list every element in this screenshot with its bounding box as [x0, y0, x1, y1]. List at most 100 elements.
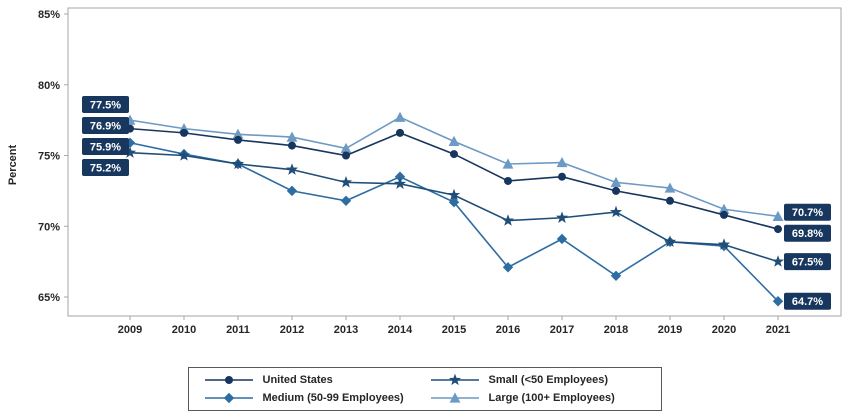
series-large-100-employees-: [124, 111, 784, 221]
marker-star: [177, 149, 191, 161]
marker-triangle: [610, 176, 622, 187]
marker-circle: [342, 151, 350, 160]
x-tick-label: 2009: [118, 324, 142, 336]
y-tick-label: 70%: [38, 221, 60, 233]
legend-label: United States: [262, 374, 333, 386]
x-tick-label: 2017: [550, 324, 574, 336]
endpoint-label-box: [82, 117, 129, 135]
marker-star: [393, 177, 407, 189]
marker-triangle: [772, 210, 784, 221]
marker-circle: [224, 376, 233, 384]
x-tick-label: 2012: [280, 324, 304, 336]
y-tick-label: 80%: [38, 80, 60, 92]
marker-diamond: [394, 171, 406, 182]
marker-triangle: [718, 203, 730, 214]
marker-star: [123, 146, 137, 158]
x-tick-label: 2015: [442, 324, 466, 336]
endpoint-label-box: [784, 292, 831, 310]
marker-diamond: [610, 270, 622, 281]
marker-circle: [612, 186, 620, 195]
marker-star: [663, 235, 677, 247]
marker-circle: [558, 172, 566, 181]
y-tick-label: 75%: [38, 151, 60, 163]
endpoint-label-box: [784, 203, 831, 221]
marker-star: [231, 157, 245, 170]
marker-diamond: [448, 196, 460, 208]
marker-circle: [504, 176, 512, 185]
marker-circle: [774, 225, 782, 234]
marker-triangle: [286, 131, 298, 142]
legend-marker-star-icon: [430, 373, 479, 386]
marker-circle: [720, 210, 728, 219]
marker-star: [339, 175, 353, 188]
legend-item-large-100-employees-: Large (100+ Employees): [429, 391, 647, 405]
endpoint-label: 77.5%: [90, 100, 121, 112]
marker-star: [771, 255, 785, 267]
marker-star: [501, 214, 515, 226]
marker-circle: [396, 128, 404, 137]
marker-triangle: [340, 142, 352, 154]
marker-circle: [234, 135, 242, 144]
legend-marker-circle-icon: [204, 376, 253, 384]
legend-label: Medium (50-99 Employees): [262, 392, 404, 404]
line-chart: Percent 65% 70% 75% 80% 85% 2009 2010 2011 2012…: [7, 7, 842, 336]
endpoint-label: 75.2%: [90, 163, 121, 175]
marker-triangle: [232, 128, 244, 139]
marker-star: [555, 211, 569, 223]
marker-star: [447, 188, 461, 201]
marker-diamond: [286, 185, 298, 197]
marker-star: [448, 373, 461, 386]
marker-star: [609, 205, 623, 218]
x-tick-label: 2020: [712, 324, 736, 336]
endpoint-labels: 77.5% 76.9% 75.9% 75.2% 70.7% 69.8% 67.5% 64.7%: [82, 96, 831, 310]
endpoint-label-box: [82, 159, 129, 177]
endpoint-label: 70.7%: [792, 207, 823, 219]
marker-triangle: [502, 158, 514, 169]
endpoint-label-box: [784, 253, 831, 271]
marker-circle: [288, 141, 296, 150]
marker-triangle: [448, 135, 460, 146]
legend-label: Large (100+ Employees): [488, 392, 615, 404]
endpoint-label-box: [784, 224, 831, 242]
y-axis-title: Percent: [7, 144, 19, 185]
marker-triangle: [394, 111, 406, 122]
marker-circle: [450, 150, 458, 159]
marker-circle: [180, 128, 188, 137]
y-tick-label: 65%: [38, 292, 60, 304]
marker-diamond: [502, 262, 514, 273]
x-tick-label: 2021: [766, 324, 790, 336]
legend: United States Small (<50 Employees) Medium…: [187, 367, 662, 411]
y-tick-label: 85%: [38, 9, 60, 21]
endpoint-label: 76.9%: [90, 121, 121, 133]
marker-triangle: [449, 392, 460, 403]
marker-star: [285, 163, 299, 175]
marker-diamond: [556, 233, 568, 245]
legend-marker-diamond-icon: [204, 392, 253, 404]
legend-label: Small (<50 Employees): [488, 374, 609, 386]
x-tick-label: 2018: [604, 324, 628, 336]
x-tick-label: 2016: [496, 324, 520, 336]
endpoint-label: 67.5%: [792, 257, 823, 269]
endpoint-label: 69.8%: [792, 228, 823, 240]
legend-marker-triangle-icon: [430, 392, 479, 403]
legend-item-united-states: United States: [203, 373, 421, 387]
series-united-states: [126, 124, 782, 234]
x-tick-label: 2014: [388, 324, 413, 336]
legend-item-small-50-employees-: Small (<50 Employees): [429, 373, 647, 387]
x-tick-label: 2019: [658, 324, 682, 336]
series-lines: [123, 111, 785, 307]
y-axis: 65% 70% 75% 80% 85%: [38, 9, 68, 304]
endpoint-label-box: [82, 96, 129, 114]
marker-diamond: [223, 392, 234, 404]
series-small-50-employees-: [123, 146, 785, 267]
endpoint-label: 64.7%: [792, 296, 823, 308]
x-tick-label: 2011: [226, 324, 250, 336]
marker-triangle: [664, 182, 676, 193]
endpoint-label: 75.9%: [90, 142, 121, 154]
x-axis: 2009 2010 2011 2012 2013 2014 2015 2016 2017 2018…: [118, 316, 790, 336]
marker-diamond: [772, 296, 784, 307]
marker-diamond: [340, 195, 352, 206]
marker-triangle: [556, 156, 568, 168]
x-tick-label: 2010: [172, 324, 196, 336]
